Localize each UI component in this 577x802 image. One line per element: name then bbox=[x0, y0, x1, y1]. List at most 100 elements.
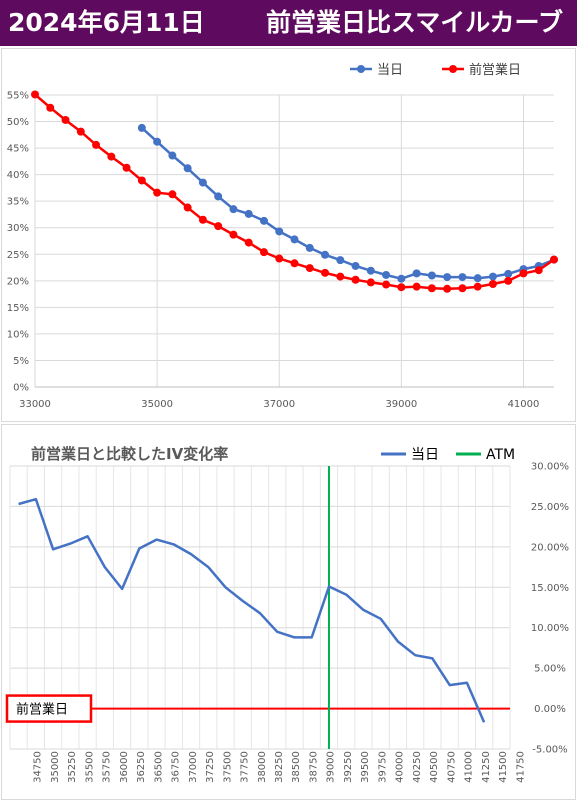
iv-change-chart: 前営業日と比較したIV変化率 30.00% 25.00% 20.00% 15.00% 10… bbox=[5, 445, 569, 783]
x-tick-label: 36250 bbox=[136, 751, 147, 783]
data-point bbox=[168, 190, 177, 199]
x-tick-label: 35000 bbox=[50, 751, 61, 783]
data-point bbox=[412, 282, 421, 291]
y-tick-label: 55% bbox=[7, 91, 29, 102]
data-point bbox=[214, 192, 223, 201]
y-tick-label: 50% bbox=[7, 117, 29, 128]
y-tick-label: 25.00% bbox=[531, 502, 569, 513]
data-point bbox=[259, 216, 268, 225]
x-tick-label: 38500 bbox=[291, 751, 302, 783]
x-tick-label: 37500 bbox=[222, 751, 233, 783]
x-tick-label: 41750 bbox=[515, 751, 526, 783]
legend-label: 前営業日 bbox=[469, 62, 521, 78]
data-point bbox=[290, 235, 299, 244]
data-point bbox=[412, 269, 421, 278]
y-tick-label: 0% bbox=[13, 383, 29, 394]
data-point bbox=[107, 152, 116, 161]
x-tick-label: 41000 bbox=[464, 751, 475, 783]
data-point bbox=[488, 280, 497, 289]
data-point bbox=[275, 227, 284, 236]
x-tick-label: 39000 bbox=[326, 751, 337, 783]
x-tick-label: 38250 bbox=[274, 751, 285, 783]
x-tick-label: 39750 bbox=[377, 751, 388, 783]
y-tick-label: 30% bbox=[7, 223, 29, 234]
legend-label: 当日 bbox=[411, 447, 439, 463]
x-tick-label: 40000 bbox=[395, 751, 406, 783]
data-point bbox=[290, 259, 299, 268]
data-point bbox=[259, 248, 268, 257]
data-point bbox=[473, 274, 482, 283]
y-tick-label: -5.00% bbox=[532, 745, 567, 756]
y-tick-label: 15% bbox=[7, 303, 29, 314]
data-point bbox=[137, 176, 146, 185]
data-point bbox=[336, 256, 345, 265]
x-tick-label: 41000 bbox=[508, 399, 540, 410]
x-tick-label: 40500 bbox=[429, 751, 440, 783]
data-point bbox=[473, 282, 482, 291]
data-point bbox=[198, 178, 207, 187]
data-point bbox=[427, 271, 436, 280]
data-point bbox=[504, 269, 513, 278]
x-tick-label: 37000 bbox=[188, 751, 199, 783]
data-point bbox=[183, 203, 192, 212]
baseline-label-box bbox=[5, 694, 93, 723]
data-point bbox=[458, 284, 467, 293]
x-tick-label: 41500 bbox=[498, 751, 509, 783]
data-point bbox=[305, 264, 314, 273]
x-tick-label: 34750 bbox=[33, 751, 44, 783]
y-tick-label: 0.00% bbox=[534, 704, 566, 715]
data-point bbox=[443, 284, 452, 293]
x-tick-label: 33000 bbox=[19, 399, 51, 410]
x-tick-label: 37750 bbox=[240, 751, 251, 783]
data-point bbox=[458, 273, 467, 282]
data-point bbox=[351, 261, 360, 270]
data-point bbox=[519, 269, 528, 278]
x-tick-label: 39250 bbox=[343, 751, 354, 783]
legend-label: ATM bbox=[486, 447, 515, 463]
data-point bbox=[61, 115, 70, 124]
x-tick-label: 39000 bbox=[385, 399, 417, 410]
y-tick-label: 20% bbox=[7, 276, 29, 287]
data-point bbox=[198, 215, 207, 224]
data-point bbox=[76, 127, 85, 136]
data-point bbox=[382, 270, 391, 279]
y-tick-label: 10.00% bbox=[531, 623, 569, 634]
x-tick-label: 36750 bbox=[171, 751, 182, 783]
series-line bbox=[18, 497, 486, 723]
data-point bbox=[366, 278, 375, 287]
data-point bbox=[137, 123, 146, 132]
y-tick-label: 30.00% bbox=[531, 462, 569, 473]
x-tick-label: 36000 bbox=[119, 751, 130, 783]
header-banner: 2024年6月11日 前営業日比スマイルカーブ bbox=[0, 0, 577, 46]
data-point bbox=[229, 230, 238, 239]
y-tick-label: 5.00% bbox=[534, 664, 566, 675]
x-tick-label: 35000 bbox=[141, 399, 173, 410]
data-point bbox=[488, 272, 497, 281]
data-point bbox=[229, 205, 238, 214]
data-point bbox=[443, 273, 452, 282]
legend-label: 当日 bbox=[377, 63, 403, 78]
data-point bbox=[397, 274, 406, 283]
data-point bbox=[305, 243, 314, 252]
data-point bbox=[153, 188, 162, 197]
x-tick-label: 35500 bbox=[84, 751, 95, 783]
baseline-label: 前営業日 bbox=[16, 702, 68, 718]
legend-marker bbox=[449, 65, 457, 73]
x-tick-label: 36500 bbox=[153, 751, 164, 783]
y-tick-label: 25% bbox=[7, 250, 29, 261]
x-tick-label: 37000 bbox=[263, 399, 295, 410]
data-point bbox=[336, 272, 345, 281]
smile-curve-chart-frame: 0% 5% 10% 15% 20% 25% 30% 35% 40% 45% 50% 55% 33000 3… bbox=[1, 48, 576, 422]
data-point bbox=[46, 103, 55, 112]
data-point bbox=[275, 254, 284, 263]
y-tick-label: 40% bbox=[7, 170, 29, 181]
data-point bbox=[397, 283, 406, 292]
data-point bbox=[244, 209, 253, 218]
data-point bbox=[427, 284, 436, 293]
x-tick-label: 41250 bbox=[481, 751, 492, 783]
y-tick-label: 45% bbox=[7, 144, 29, 155]
data-point bbox=[168, 151, 177, 160]
x-tick-label: 38750 bbox=[308, 751, 319, 783]
gridlines bbox=[34, 94, 554, 388]
x-tick-label: 35750 bbox=[102, 751, 113, 783]
